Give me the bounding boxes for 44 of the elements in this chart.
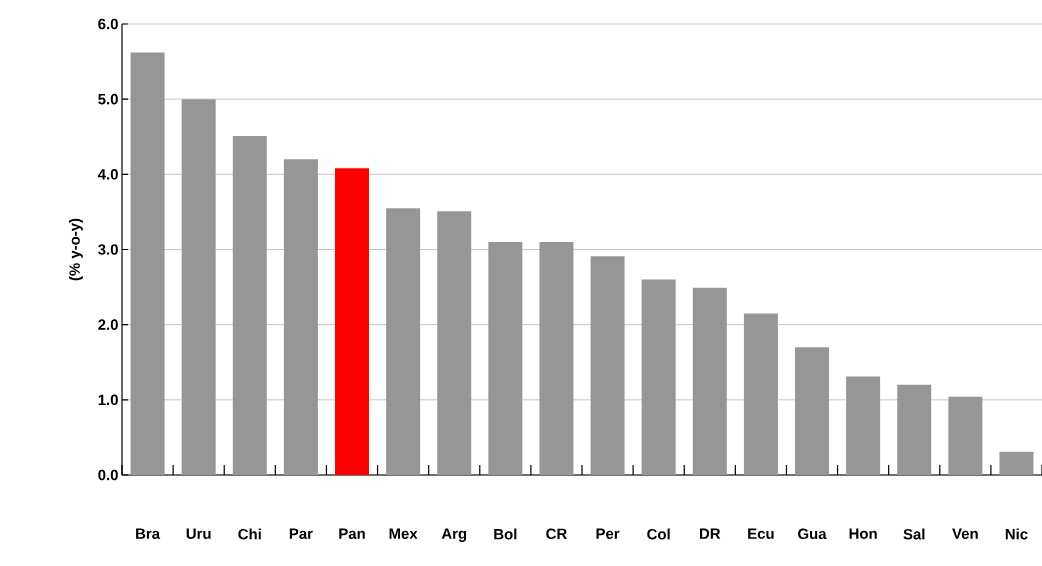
- bar: [999, 451, 1034, 475]
- bar: [232, 135, 267, 475]
- y-tick-label: 0.0: [98, 469, 118, 481]
- x-tick-label: Pan: [339, 528, 365, 539]
- y-tick-label: 3.0: [98, 244, 118, 255]
- bar: [488, 241, 523, 475]
- bar: [948, 396, 983, 475]
- x-tick-label: Mex: [389, 528, 418, 539]
- bar: [335, 168, 370, 475]
- bar: [846, 376, 881, 475]
- bar: [590, 256, 625, 475]
- y-tick-label: 5.0: [98, 93, 118, 105]
- bar: [743, 313, 778, 475]
- bar: [692, 287, 727, 475]
- y-axis-title: (% y-o-y): [68, 218, 83, 281]
- bar: [283, 159, 318, 475]
- x-tick-label: Ven: [952, 528, 978, 539]
- x-tick-label: Bra: [136, 528, 161, 539]
- bar: [130, 52, 165, 475]
- bar: [897, 384, 932, 475]
- x-tick-label: Nic: [1005, 528, 1028, 540]
- bar: [539, 241, 574, 475]
- x-tick-label: Arg: [441, 528, 467, 542]
- y-tick-label: 2.0: [98, 319, 118, 330]
- x-tick-label: Ecu: [748, 528, 774, 539]
- x-tick-label: Hon: [849, 528, 877, 539]
- x-tick-label: Chi: [238, 528, 261, 540]
- x-tick-label: Par: [289, 528, 313, 539]
- bar: [386, 208, 421, 475]
- bar: [181, 99, 216, 475]
- x-tick-label: Col: [647, 528, 670, 540]
- bar: [795, 347, 830, 475]
- x-tick-label: Gua: [798, 528, 827, 540]
- y-tick-label: 6.0: [98, 18, 118, 30]
- x-tick-label: Bol: [494, 528, 517, 540]
- x-tick-label: Uru: [186, 528, 211, 539]
- bar: [437, 211, 472, 475]
- x-tick-label: DR: [700, 528, 721, 539]
- x-tick-label: Per: [596, 528, 620, 539]
- x-tick-label: CR: [546, 528, 567, 540]
- y-tick-label: 4.0: [97, 169, 118, 180]
- y-tick-label: 1.0: [98, 394, 118, 406]
- bar: [641, 279, 676, 475]
- x-tick-label: Sal: [903, 528, 925, 540]
